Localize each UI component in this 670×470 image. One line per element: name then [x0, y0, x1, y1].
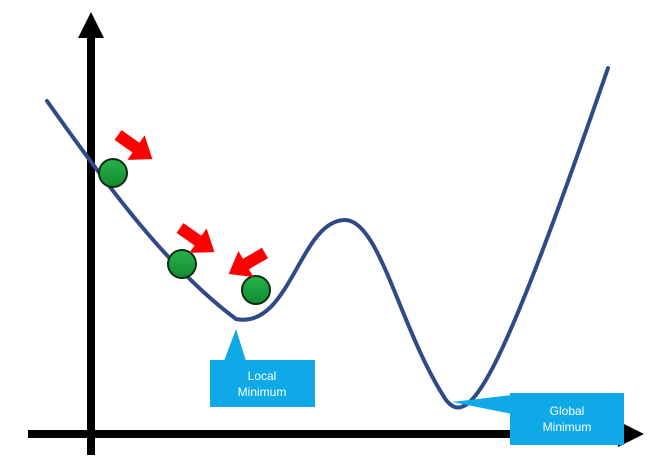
local-minimum-label-line-1: Local [248, 369, 277, 383]
arrow-1-icon [114, 130, 153, 160]
ball-1 [98, 158, 128, 188]
global-minimum-callout: Global Minimum [452, 393, 624, 445]
arrow-3-icon [228, 247, 268, 277]
arrow-2-icon [176, 223, 215, 253]
x-axis-arrowhead [618, 421, 644, 447]
local-minimum-callout: Local Minimum [210, 329, 315, 407]
global-minimum-callout-box [510, 393, 624, 445]
global-minimum-label-line-2: Minimum [543, 420, 592, 434]
local-minimum-callout-box [210, 360, 315, 407]
global-minimum-callout-pointer [452, 395, 512, 414]
loss-curve [45, 66, 610, 410]
global-minimum-label-line-1: Global [550, 404, 585, 418]
ball-2 [167, 249, 197, 279]
ball-3 [241, 275, 271, 305]
local-minimum-callout-pointer [224, 329, 246, 361]
local-minimum-label-line-2: Minimum [238, 385, 287, 399]
y-axis-arrowhead [78, 12, 104, 38]
